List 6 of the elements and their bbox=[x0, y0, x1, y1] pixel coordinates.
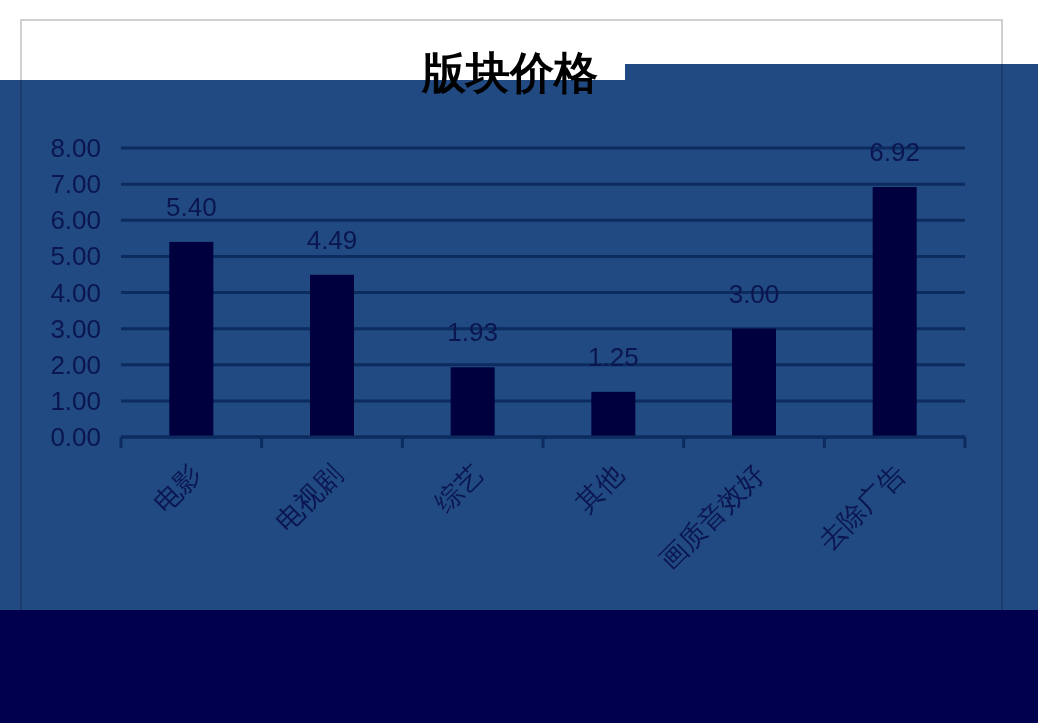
bar bbox=[310, 274, 354, 437]
bar bbox=[732, 328, 776, 437]
bar bbox=[591, 391, 636, 437]
bar bbox=[450, 367, 495, 437]
bar bbox=[872, 187, 917, 437]
bar bbox=[169, 241, 214, 437]
